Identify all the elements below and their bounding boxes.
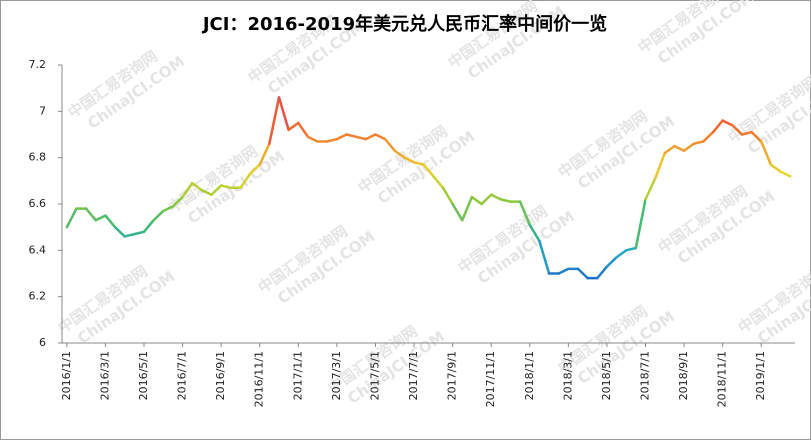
line-segment [171,195,184,208]
x-tick-label: 2018/3/1 [561,351,574,400]
line-segment [673,144,686,152]
line-segment [190,181,204,192]
line-segment [248,163,261,176]
chart-title: JCI：2016-2019年美元兑人民币汇率中间价一览 [201,13,607,35]
line-segment [403,156,416,164]
line-segment [470,195,483,206]
line-segment [557,267,570,275]
line-segment [489,193,503,201]
x-tick-label: 2019/1/1 [754,351,767,400]
x-tick-label: 2018/5/1 [600,351,613,400]
line-segment [152,209,165,222]
x-tick-label: 2017/1/1 [291,351,304,400]
line-segment [518,200,532,227]
x-tick-label: 2018/1/1 [523,351,536,400]
line-segment [711,119,724,134]
line-segment [605,256,618,268]
y-tick-label: 7 [39,104,46,117]
y-tick-label: 6 [39,336,46,349]
line-segment [634,198,647,250]
line-segment [692,140,705,146]
line-segment [94,214,107,222]
x-tick-label: 2017/9/1 [446,351,459,400]
line-segment [528,223,541,243]
y-tick-label: 6.4 [29,243,47,256]
x-tick-label: 2017/7/1 [407,351,420,400]
line-segment [644,177,657,201]
x-tick-label: 2017/5/1 [368,351,381,400]
line-segment [412,161,425,166]
line-segment [769,163,782,173]
line-segment [422,163,435,178]
line-segment [200,188,213,196]
line-segment [721,119,734,127]
line-segment [759,140,773,166]
line-segment [297,121,310,139]
line-segment [113,225,126,238]
line-segment [731,123,744,136]
x-tick-label: 2017/3/1 [330,351,343,400]
line-segment [123,232,136,238]
line-segment [663,144,676,155]
y-tick-label: 6.8 [29,151,47,164]
line-segment [84,207,98,222]
line-segment [740,130,753,136]
line-segment [325,137,339,143]
line-segment [374,133,387,141]
line-segment [335,133,348,141]
line-segment [210,184,223,196]
line-segment [181,181,194,199]
line-segment [345,133,358,139]
line-segment [133,230,146,236]
x-tick-label: 2016/3/1 [98,351,111,400]
x-tick-label: 2016/11/1 [253,351,266,407]
line-segment [432,174,445,190]
x-tick-label: 2016/9/1 [214,351,227,400]
x-tick-label: 2018/9/1 [677,351,690,400]
x-tick-label: 2018/11/1 [716,351,729,407]
x-tick-label: 2016/5/1 [137,351,150,400]
x-tick-label: 2018/7/1 [639,351,652,400]
line-segment [682,142,695,152]
line-segment [364,133,377,141]
line-segment [306,135,319,143]
line-segment [624,246,638,252]
x-tick-label: 2016/7/1 [176,351,189,400]
line-segment [104,214,117,229]
line-segment [142,218,155,234]
line-segment [576,267,589,280]
line-segment [287,121,300,132]
line-segment [268,96,281,146]
line-segment [596,265,609,280]
line-segment [480,193,493,206]
line-segment [162,205,175,213]
line-segment [277,96,290,132]
y-tick-label: 7.2 [29,58,47,71]
y-tick-label: 6.6 [29,197,47,210]
y-tick-label: 6.2 [29,290,47,303]
line-segment [239,172,252,190]
line-segment [65,207,78,229]
line-segment [441,186,454,206]
line-segment [653,151,667,180]
line-segment [258,142,271,166]
line-segment [461,195,474,222]
x-tick-label: 2016/1/1 [60,351,73,400]
line-segment [383,137,396,152]
line-segment [354,135,368,141]
line-segment [499,198,512,203]
x-tick-label: 2017/11/1 [484,351,497,407]
line-segment [451,202,464,222]
line-segment [393,149,406,159]
line-segment [615,249,628,259]
line-segment [219,184,233,190]
line-segment [702,130,715,143]
line-segment [779,170,792,178]
line-segment [538,239,551,275]
line-segment [750,130,763,143]
